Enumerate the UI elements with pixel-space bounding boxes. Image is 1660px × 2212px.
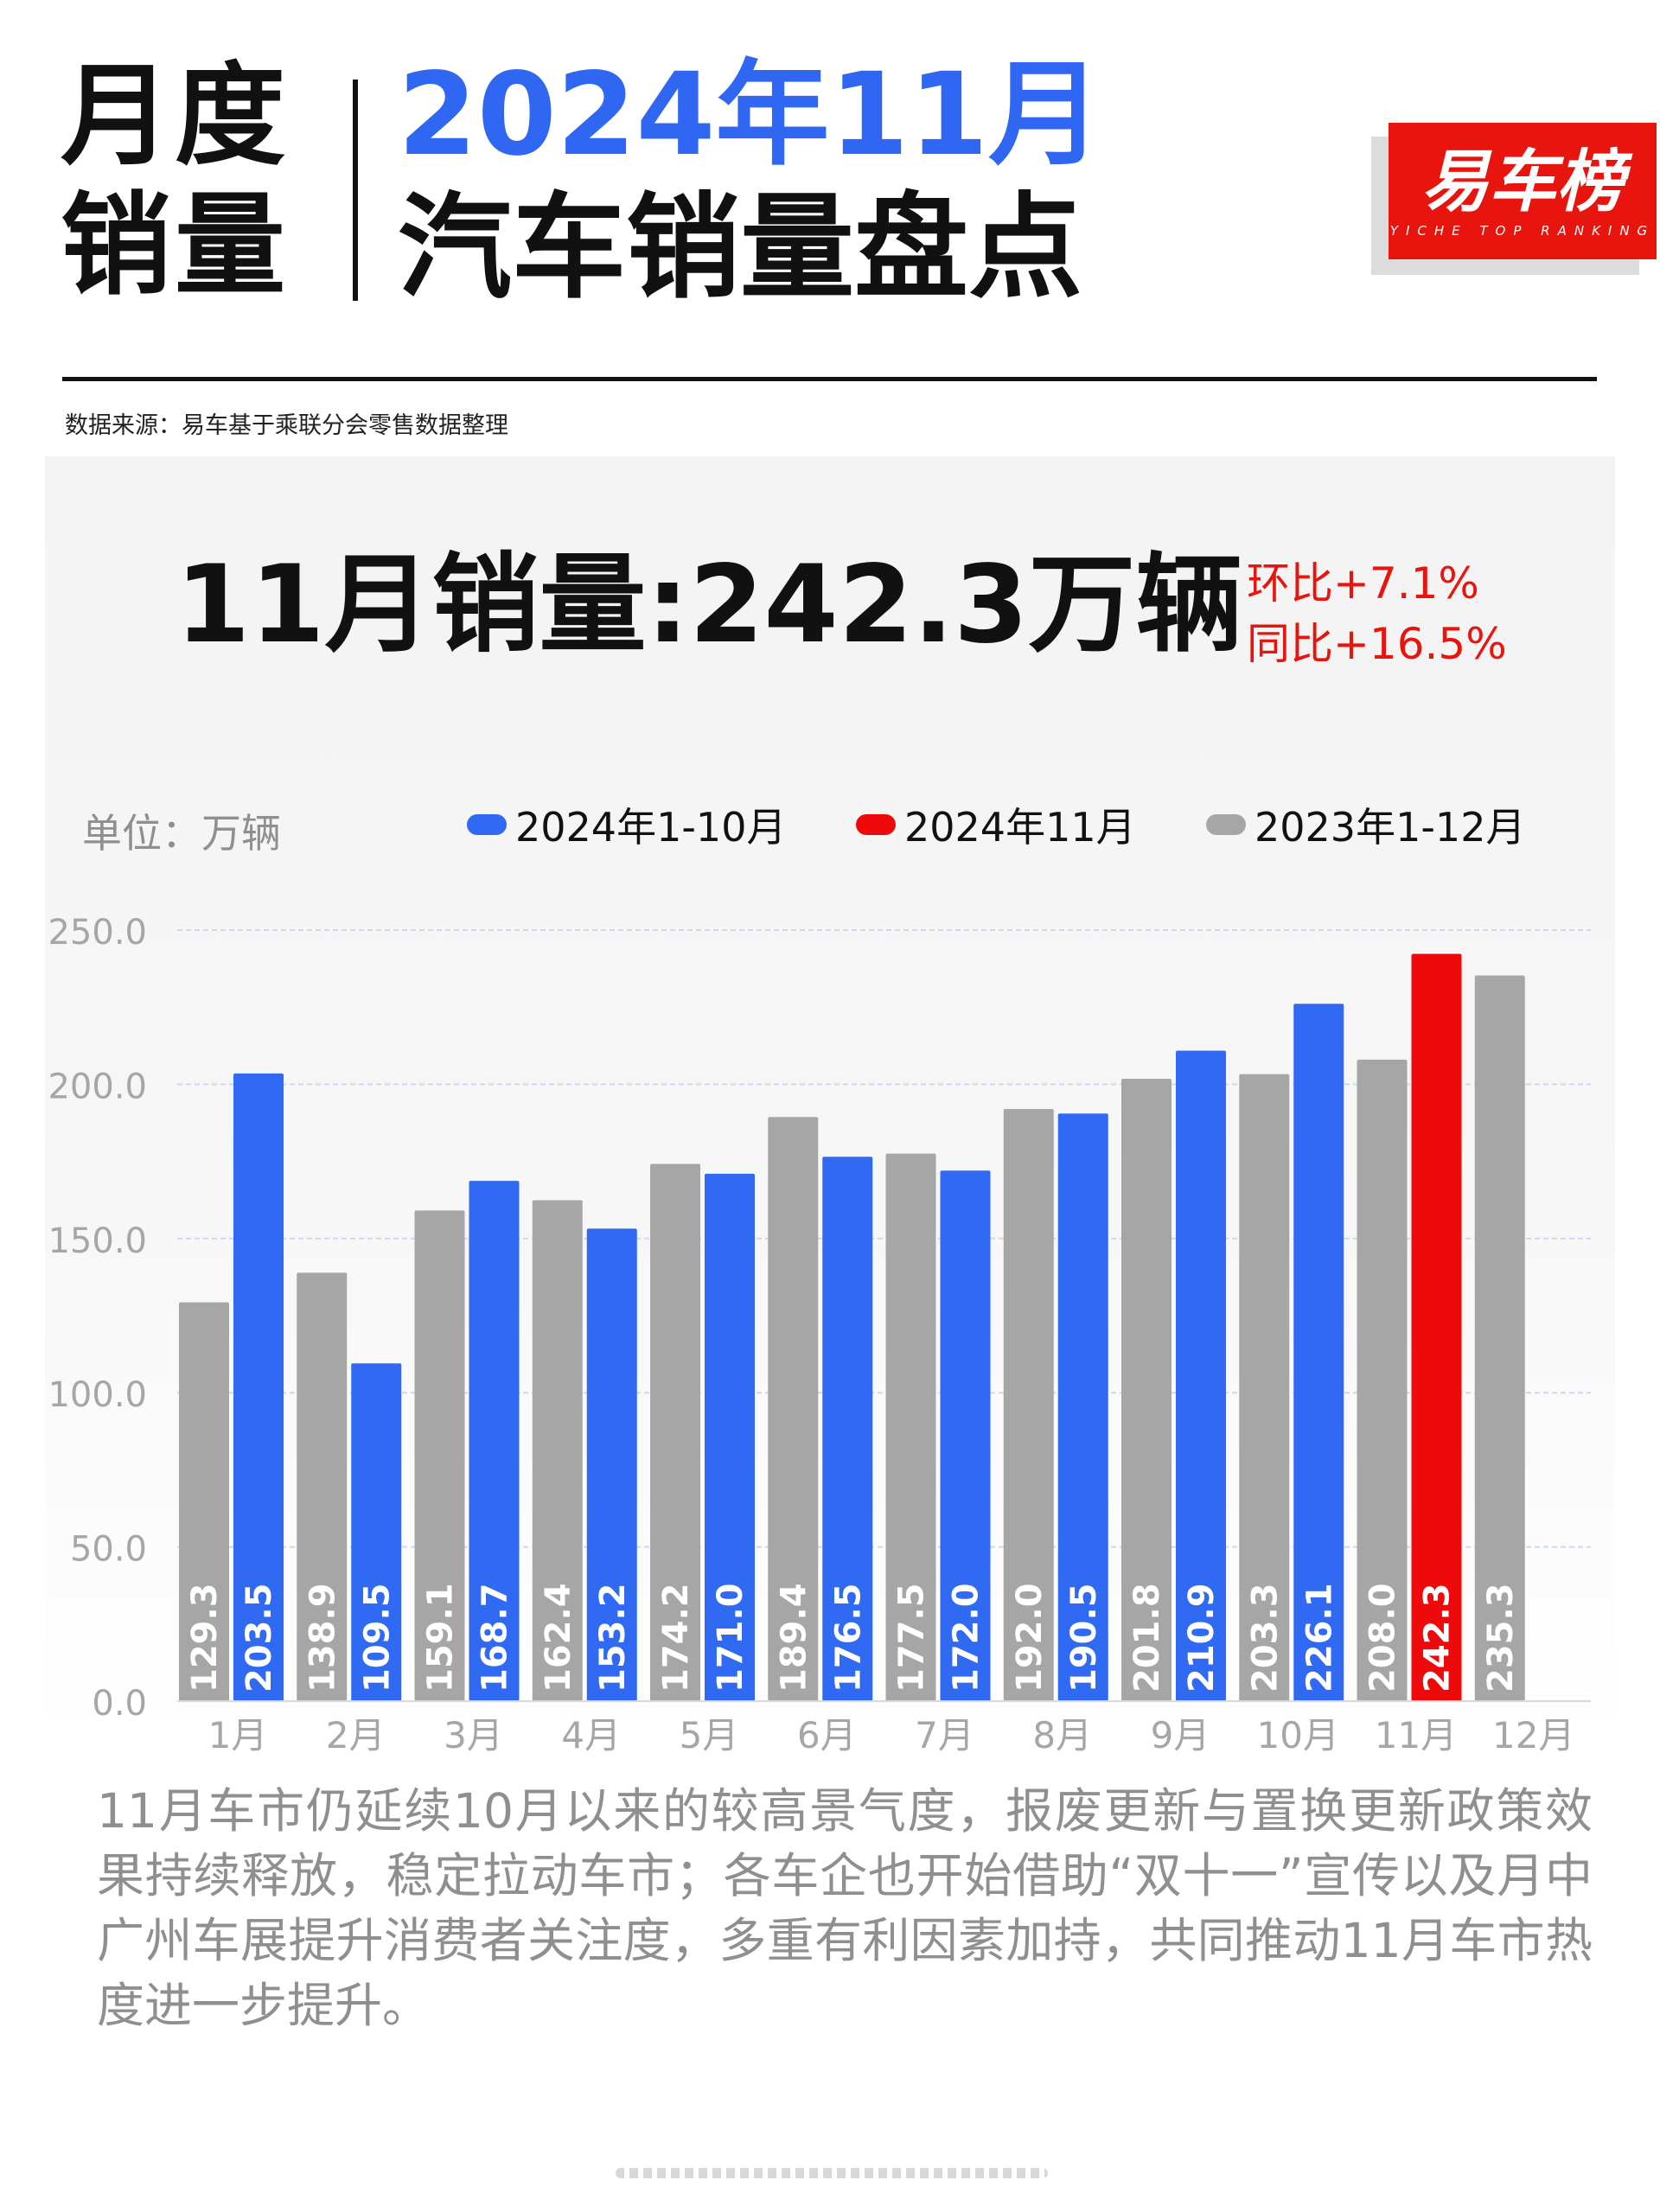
bar-2023 xyxy=(1474,975,1525,1701)
x-category-label: 4月 xyxy=(561,1714,621,1756)
bar-2023 xyxy=(1121,1078,1172,1701)
bar-value-label: 192.0 xyxy=(1010,1583,1050,1692)
y-tick-label: 250.0 xyxy=(48,913,147,953)
legend-swatch-red xyxy=(856,814,896,835)
x-category-label: 10月 xyxy=(1257,1714,1339,1756)
legend-item-2024-1-10: 2024年1-10月 xyxy=(467,800,786,851)
bar-value-label: 172.0 xyxy=(947,1583,986,1692)
legend-swatch-gray xyxy=(1206,814,1246,835)
bar-value-label: 168.7 xyxy=(476,1583,515,1692)
bar-value-label: 162.4 xyxy=(539,1583,578,1692)
bar-value-label: 129.3 xyxy=(185,1583,225,1692)
bar-value-label: 210.9 xyxy=(1182,1583,1222,1692)
bar-value-label: 203.3 xyxy=(1245,1583,1285,1692)
x-category-label: 9月 xyxy=(1151,1714,1210,1756)
bar-value-label: 153.2 xyxy=(593,1583,633,1692)
bar-2023 xyxy=(768,1117,819,1701)
header-rule xyxy=(62,377,1597,381)
bar-value-label: 176.5 xyxy=(828,1583,868,1692)
yoy-change: 同比+16.5% xyxy=(1247,619,1507,669)
x-category-label: 2月 xyxy=(326,1714,386,1756)
bar-2024 xyxy=(1293,1004,1344,1701)
bar-2023 xyxy=(532,1200,583,1701)
bar-2024 xyxy=(705,1173,755,1701)
legend-item-2023: 2023年1-12月 xyxy=(1206,800,1525,851)
bar-2024 xyxy=(469,1181,520,1701)
bar-value-label: 208.0 xyxy=(1363,1583,1403,1692)
bar-2023 xyxy=(1239,1074,1290,1701)
bar-value-label: 190.5 xyxy=(1064,1583,1104,1692)
summary-deltas: 环比+7.1% 同比+16.5% xyxy=(1247,553,1507,674)
x-category-label: 12月 xyxy=(1492,1714,1574,1756)
bar-2023 xyxy=(179,1302,229,1701)
logo-text: 易车榜 xyxy=(1421,143,1624,221)
y-tick-label: 50.0 xyxy=(70,1530,147,1570)
bar-2024 xyxy=(1057,1113,1108,1701)
legend-swatch-blue xyxy=(467,814,507,835)
x-category-label: 8月 xyxy=(1032,1714,1092,1756)
bar-2023 xyxy=(1003,1108,1054,1701)
legend-item-2024-11: 2024年11月 xyxy=(856,800,1136,851)
x-category-label: 7月 xyxy=(915,1714,974,1756)
yiche-logo: 易车榜 YICHE TOP RANKING xyxy=(1389,123,1657,259)
bar-value-label: 201.8 xyxy=(1127,1583,1167,1692)
data-source: 数据来源：易车基于乘联分会零售数据整理 xyxy=(65,412,508,439)
x-category-label: 3月 xyxy=(444,1714,503,1756)
bar-2024-11 xyxy=(1411,953,1462,1701)
bar-value-label: 203.5 xyxy=(239,1583,279,1692)
y-tick-label: 100.0 xyxy=(48,1375,147,1415)
legend-label-2024-11: 2024年11月 xyxy=(904,804,1136,851)
bar-2023 xyxy=(885,1153,936,1701)
header-tag: 月度 销量 xyxy=(61,52,329,311)
y-tick-label: 150.0 xyxy=(48,1221,147,1261)
summary-headline: 11月销量:242.3万辆 xyxy=(176,543,1243,667)
bar-value-label: 174.2 xyxy=(656,1583,696,1692)
bar-value-label: 171.0 xyxy=(711,1583,750,1692)
y-tick-label: 0.0 xyxy=(92,1684,147,1724)
bar-2024 xyxy=(822,1157,873,1701)
header-title-sub: 汽车销量盘点 xyxy=(398,182,1082,315)
mom-change: 环比+7.1% xyxy=(1247,558,1479,609)
bar-value-label: 109.5 xyxy=(357,1583,397,1692)
bar-2024 xyxy=(1176,1050,1226,1701)
x-category-label: 1月 xyxy=(208,1714,268,1756)
bar-2024 xyxy=(233,1073,284,1701)
unit-label: 单位：万辆 xyxy=(82,810,281,857)
bar-2024 xyxy=(351,1363,402,1701)
logo-subtext: YICHE TOP RANKING xyxy=(1389,223,1656,239)
bar-value-label: 138.9 xyxy=(303,1583,342,1692)
x-category-label: 6月 xyxy=(797,1714,857,1756)
legend-label-2024-1-10: 2024年1-10月 xyxy=(515,804,787,851)
bar-value-label: 189.4 xyxy=(774,1583,814,1692)
bar-2023 xyxy=(414,1210,465,1701)
bar-2023 xyxy=(650,1163,700,1701)
commentary-paragraph: 11月车市仍延续10月以来的较高景气度，报废更新与置换更新政策效果持续释放，稳定… xyxy=(97,1783,1593,2033)
bar-value-label: 235.3 xyxy=(1481,1583,1521,1692)
bar-2023 xyxy=(1357,1059,1408,1701)
bar-value-label: 177.5 xyxy=(892,1583,932,1692)
bar-value-label: 226.1 xyxy=(1299,1583,1339,1692)
y-tick-label: 200.0 xyxy=(48,1067,147,1106)
footer-dots xyxy=(616,2168,1048,2178)
bar-2024 xyxy=(940,1170,991,1701)
header-tag-line1: 月度 xyxy=(61,52,290,181)
header-divider xyxy=(353,80,358,301)
header-title-year: 2024年11月 xyxy=(398,48,1103,182)
x-category-label: 5月 xyxy=(680,1714,739,1756)
bar-2023 xyxy=(297,1272,348,1701)
bar-2024 xyxy=(586,1228,637,1701)
legend-label-2023: 2023年1-12月 xyxy=(1255,804,1526,851)
bar-value-label: 242.3 xyxy=(1418,1583,1458,1692)
bar-value-label: 159.1 xyxy=(421,1583,461,1692)
x-category-label: 11月 xyxy=(1375,1714,1457,1756)
header-tag-line2: 销量 xyxy=(61,182,290,310)
